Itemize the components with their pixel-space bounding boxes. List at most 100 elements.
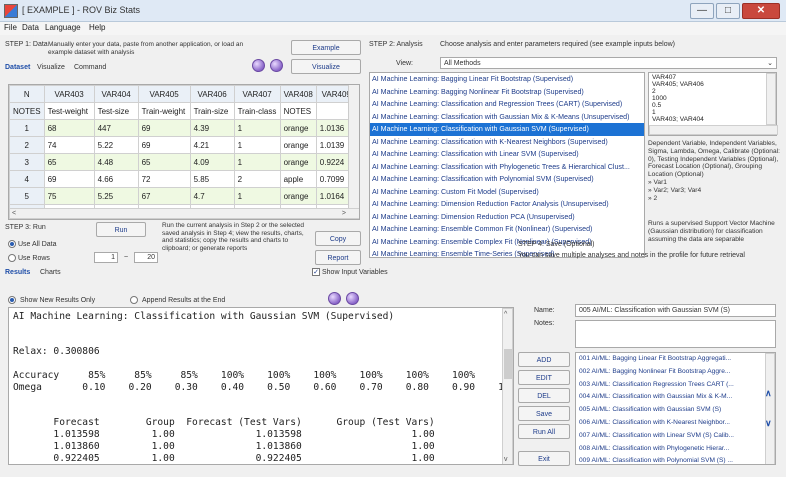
show-input-variables-checkbox[interactable]: ✓ xyxy=(312,268,320,276)
use-all-data-radio[interactable] xyxy=(8,240,16,248)
exit-button[interactable]: Exit xyxy=(518,451,570,466)
profile-item[interactable]: 005 AI/ML: Classification with Gaussian … xyxy=(579,406,722,414)
grid-cell[interactable]: VAR406 xyxy=(189,85,235,103)
grid-cell[interactable]: 4.09 xyxy=(189,153,235,171)
grid-cell[interactable]: 1.0139 xyxy=(315,136,357,154)
profile-item[interactable]: 001 AI/ML: Bagging Linear Fit Bootstrap … xyxy=(579,355,732,362)
row-number[interactable]: 3 xyxy=(9,153,45,171)
profile-item[interactable]: 008 AI/ML: Classification with Phylogene… xyxy=(579,444,730,452)
method-item[interactable]: AI Machine Learning: Bagging Linear Fit … xyxy=(372,75,574,83)
grid-cell[interactable]: 69 xyxy=(137,119,191,137)
method-item[interactable]: AI Machine Learning: Custom Fit Model (S… xyxy=(372,187,539,196)
run-button[interactable]: Run xyxy=(96,222,146,237)
grid-cell[interactable]: apple xyxy=(279,170,317,188)
grid-cell[interactable]: VAR408 xyxy=(279,85,317,103)
method-item[interactable]: AI Machine Learning: Classification with… xyxy=(372,112,630,121)
tab-charts[interactable]: Charts xyxy=(40,269,61,276)
grid-cell[interactable]: 74 xyxy=(43,136,95,154)
parameters-input[interactable]: VAR407 VAR405; VAR406 2 1000 0.5 1 VAR403; VAR… xyxy=(648,72,778,136)
grid-cell[interactable]: 1 xyxy=(233,153,281,171)
tab-visualize[interactable]: Visualize xyxy=(37,64,65,71)
params-vscroll[interactable] xyxy=(766,73,776,125)
grid-cell[interactable]: 69 xyxy=(43,170,95,188)
grid-cell[interactable]: 0.7099 xyxy=(315,170,357,188)
rows-to-input[interactable]: 20 xyxy=(134,252,158,263)
grid-cell[interactable]: 4.48 xyxy=(93,153,139,171)
notes-input[interactable] xyxy=(575,320,776,348)
results-previous-icon[interactable] xyxy=(328,292,341,305)
grid-cell[interactable]: NOTES xyxy=(279,102,317,120)
results-next-icon[interactable] xyxy=(346,292,359,305)
run-all-button[interactable]: Run All xyxy=(518,424,570,439)
previous-icon[interactable] xyxy=(252,59,265,72)
menu-data[interactable]: Data xyxy=(22,23,39,32)
profiles-list[interactable]: 001 AI/ML: Bagging Linear Fit Bootstrap … xyxy=(575,352,776,465)
method-item[interactable]: AI Machine Learning: Dimension Reduction… xyxy=(372,212,575,221)
profile-item[interactable]: 007 AI/ML: Classification with Linear SV… xyxy=(579,431,735,439)
profile-item[interactable]: 004 AI/ML: Classification with Gaussian … xyxy=(579,393,733,401)
view-select[interactable]: All Methods ⌄ xyxy=(440,57,777,69)
grid-cell[interactable]: 2 xyxy=(233,170,281,188)
method-item[interactable]: AI Machine Learning: Ensemble Common Fit… xyxy=(372,225,593,233)
profile-item[interactable]: 002 AI/ML: Bagging Nonlinear Fit Bootstr… xyxy=(579,367,731,375)
menu-file[interactable]: File xyxy=(4,23,17,32)
grid-cell[interactable]: 75 xyxy=(43,187,95,205)
grid-cell[interactable]: 1 xyxy=(233,187,281,205)
menu-help[interactable]: Help xyxy=(89,23,106,32)
edit-button[interactable]: EDIT xyxy=(518,370,570,385)
profile-item[interactable]: 006 AI/ML: Classification with K-Nearest… xyxy=(579,418,730,426)
grid-cell[interactable]: VAR407 xyxy=(233,85,281,103)
visualize-button[interactable]: Visualize xyxy=(291,59,361,74)
method-item[interactable]: AI Machine Learning: Classification with… xyxy=(372,150,579,158)
grid-cell[interactable]: VAR405 xyxy=(137,85,191,103)
profile-item[interactable]: 009 AI/ML: Classification with Polynomia… xyxy=(579,457,733,465)
close-button[interactable]: ✕ xyxy=(742,3,780,19)
row-number[interactable]: 4 xyxy=(9,170,45,188)
profiles-scrollbar[interactable] xyxy=(765,353,775,464)
method-item[interactable]: AI Machine Learning: Classification with… xyxy=(372,137,608,146)
tab-results[interactable]: Results xyxy=(5,269,31,276)
row-number[interactable]: 2 xyxy=(9,136,45,154)
copy-button[interactable]: Copy xyxy=(315,231,361,246)
grid-cell[interactable]: VAR409 xyxy=(315,85,357,103)
grid-cell[interactable]: 65 xyxy=(43,153,95,171)
methods-list[interactable]: AI Machine Learning: Bagging Linear Fit … xyxy=(369,72,645,258)
next-icon[interactable] xyxy=(270,59,283,72)
add-button[interactable]: ADD xyxy=(518,352,570,367)
grid-cell[interactable]: 5.25 xyxy=(93,187,139,205)
grid-cell[interactable]: orange xyxy=(279,119,317,137)
grid-cell[interactable]: 72 xyxy=(137,170,191,188)
profile-item[interactable]: 003 AI/ML: Classification Regression Tre… xyxy=(579,380,734,388)
row-number[interactable]: 5 xyxy=(9,187,45,205)
results-output[interactable]: AI Machine Learning: Classification with… xyxy=(8,307,514,465)
maximize-button[interactable]: □ xyxy=(716,3,740,19)
grid-cell[interactable]: VAR403 xyxy=(43,85,95,103)
method-item[interactable]: AI Machine Learning: Dimension Reduction… xyxy=(372,200,609,208)
use-rows-radio[interactable] xyxy=(8,254,16,262)
grid-cell[interactable]: Test-size xyxy=(93,102,139,120)
grid-cell[interactable]: Train-class xyxy=(233,102,281,120)
method-item[interactable]: AI Machine Learning: Classification with… xyxy=(372,175,594,183)
grid-cell[interactable]: 4.7 xyxy=(189,187,235,205)
tab-command[interactable]: Command xyxy=(74,64,107,71)
grid-cell[interactable]: 4.66 xyxy=(93,170,139,188)
grid-cell[interactable]: 5.85 xyxy=(189,170,235,188)
grid-cell[interactable]: 1 xyxy=(233,119,281,137)
method-item[interactable]: AI Machine Learning: Classification with… xyxy=(370,123,644,136)
method-item[interactable]: AI Machine Learning: Classification and … xyxy=(372,100,623,108)
row-number[interactable]: N xyxy=(9,85,45,103)
grid-cell[interactable]: 4.39 xyxy=(189,119,235,137)
method-item[interactable]: AI Machine Learning: Ensemble Complex Fi… xyxy=(372,237,592,246)
grid-cell[interactable]: 447 xyxy=(93,119,139,137)
grid-cell[interactable]: 65 xyxy=(137,153,191,171)
grid-cell[interactable]: 67 xyxy=(137,187,191,205)
grid-cell[interactable]: 68 xyxy=(43,119,95,137)
results-scroll-thumb[interactable] xyxy=(504,349,512,379)
report-button[interactable]: Report xyxy=(315,250,361,265)
menu-language[interactable]: Language xyxy=(45,23,81,32)
save-button[interactable]: Save xyxy=(518,406,570,421)
grid-cell[interactable]: 4.21 xyxy=(189,136,235,154)
grid-cell[interactable]: Train-weight xyxy=(137,102,191,120)
grid-cell[interactable]: Test-weight xyxy=(43,102,95,120)
tab-dataset[interactable]: Dataset xyxy=(5,64,31,71)
